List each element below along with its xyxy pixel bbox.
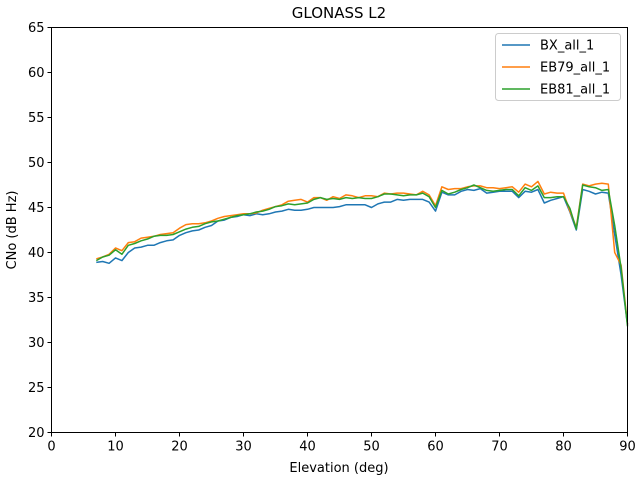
y-axis-label: CNo (dB Hz) — [5, 191, 20, 270]
series-line-1 — [96, 180, 629, 325]
x-tick-label: 50 — [363, 440, 380, 455]
x-tick-label: 40 — [299, 440, 316, 455]
y-tick-label: 50 — [28, 156, 45, 171]
y-tick-label: 30 — [28, 336, 45, 351]
chart-title: GLONASS L2 — [292, 4, 386, 22]
legend-label-1: EB79_all_1 — [540, 61, 610, 76]
legend-box — [495, 33, 621, 101]
y-axis: 20 25 30 35 40 45 50 55 60 65 — [28, 21, 52, 441]
x-tick-label: 30 — [235, 440, 252, 455]
y-tick-label: 65 — [28, 21, 45, 36]
y-tick-label: 40 — [28, 246, 45, 261]
legend-label-2: EB81_all_1 — [540, 83, 610, 98]
x-tick-label: 90 — [619, 440, 636, 455]
x-tick-label: 80 — [555, 440, 572, 455]
x-axis: 0 10 20 30 40 50 60 70 80 90 — [47, 432, 636, 455]
x-axis-label: Elevation (deg) — [289, 461, 388, 476]
y-tick-label: 25 — [28, 381, 45, 396]
x-tick-label: 0 — [47, 440, 55, 455]
series-line-0 — [96, 187, 629, 325]
x-tick-label: 20 — [171, 440, 188, 455]
y-tick-label: 55 — [28, 111, 45, 126]
y-tick-label: 60 — [28, 66, 45, 81]
x-tick-label: 70 — [491, 440, 508, 455]
plot-frame — [51, 27, 628, 433]
x-tick-label: 60 — [427, 440, 444, 455]
y-tick-label: 45 — [28, 201, 45, 216]
x-tick-label: 10 — [107, 440, 124, 455]
plot-lines — [95, 180, 629, 327]
y-tick-label: 35 — [28, 291, 45, 306]
legend-label-0: BX_all_1 — [540, 39, 594, 54]
series-line-2 — [95, 184, 629, 327]
y-tick-label: 20 — [28, 426, 45, 441]
legend: BX_all_1 EB79_all_1 EB81_all_1 — [495, 33, 621, 101]
